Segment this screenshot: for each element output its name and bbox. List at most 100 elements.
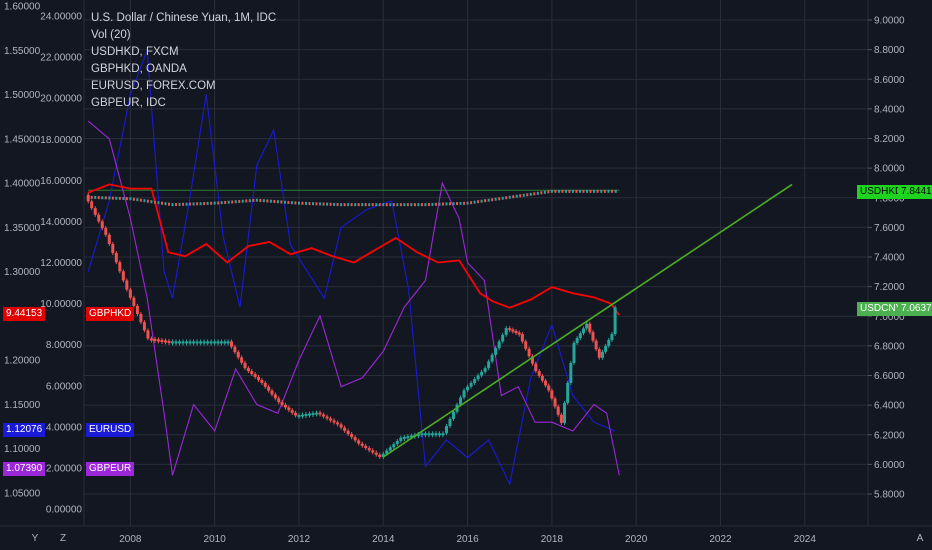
usdcny-candle bbox=[260, 379, 264, 383]
legend-gbpeur[interactable]: GBPEUR, IDC bbox=[91, 97, 166, 109]
usdhkd-candle bbox=[498, 197, 501, 201]
inner-tick-label: 2.00000 bbox=[46, 463, 83, 474]
usdhkd-candle bbox=[392, 203, 395, 207]
legend-volume[interactable]: Vol (20) bbox=[91, 29, 131, 41]
usdhkd-candle bbox=[182, 202, 185, 206]
right-tick-label: 6.2000 bbox=[874, 430, 905, 441]
auto-scale-button[interactable]: A bbox=[916, 533, 924, 544]
time-tick-label: 2016 bbox=[456, 534, 479, 545]
usdcny-candle bbox=[216, 341, 220, 344]
usdcny-candle bbox=[483, 368, 487, 372]
usdcny-candle bbox=[600, 351, 604, 358]
time-axis[interactable]: 2008 2010 2012 2014 2016 2018 2020 2022 2024 bbox=[119, 534, 816, 545]
usdcny-candle bbox=[346, 430, 350, 435]
usdhkd-candle bbox=[94, 195, 97, 199]
legend-eurusd[interactable]: EURUSD, FOREX.COM bbox=[91, 80, 216, 92]
usdcny-candle bbox=[233, 346, 237, 353]
usdhkd-candle bbox=[533, 192, 536, 196]
usdcny-candle bbox=[253, 374, 257, 377]
usdhkd-candle bbox=[280, 200, 283, 204]
left-outer-axis[interactable]: 1.60000 1.55000 1.50000 1.45000 1.40000 1.350… bbox=[4, 2, 41, 500]
usdcny-candle bbox=[537, 371, 541, 376]
axis-scale-button[interactable]: Y bbox=[31, 533, 39, 544]
usdhkd-candle bbox=[297, 201, 300, 205]
inner-tick-label: 6.00000 bbox=[46, 381, 83, 392]
usdhkd-candle bbox=[248, 199, 251, 203]
gbpeur-price-badge: 1.07390 bbox=[3, 462, 46, 476]
usdhkd-candle bbox=[104, 196, 107, 200]
usdcny-candle bbox=[270, 390, 274, 395]
usdhkd-candle bbox=[596, 189, 599, 193]
usdhkd-candle bbox=[600, 189, 603, 193]
usdcny-candle bbox=[490, 354, 494, 362]
usdcny-candle bbox=[569, 362, 573, 383]
usdcny-candle bbox=[257, 376, 261, 380]
usdhkd-candle bbox=[125, 197, 128, 201]
usdcny-candle bbox=[195, 341, 199, 344]
usdcny-candle bbox=[392, 444, 396, 448]
eurusd-name-badge: EURUSD bbox=[86, 423, 135, 437]
usdcny-candle bbox=[364, 445, 368, 449]
usdcny-candle bbox=[534, 363, 538, 372]
usdhkd-candle bbox=[378, 203, 381, 207]
gbphkd-line bbox=[87, 183, 621, 316]
usdhkd-candle bbox=[217, 201, 220, 205]
usdcny-candle bbox=[181, 341, 185, 344]
usdhkd-candle bbox=[178, 202, 181, 206]
usdcny-candle bbox=[563, 402, 567, 423]
usdcny-candle bbox=[107, 234, 111, 244]
usdhkd-candle bbox=[259, 198, 262, 202]
usdhkd-candle bbox=[255, 198, 258, 202]
usdcny-candle bbox=[240, 357, 244, 363]
usdhkd-candle bbox=[603, 189, 606, 193]
right-tick-label: 8.0000 bbox=[874, 164, 905, 175]
usdcny-candle bbox=[185, 341, 189, 344]
inner-tick-label: 24.00000 bbox=[40, 12, 82, 23]
usdhkd-candle bbox=[322, 202, 325, 206]
outer-tick-label: 1.45000 bbox=[4, 134, 41, 145]
right-tick-label: 7.0000 bbox=[874, 312, 905, 323]
usdhkd-candle bbox=[375, 203, 378, 207]
usdhkd-candle bbox=[220, 201, 223, 205]
legend-main-symbol[interactable]: U.S. Dollar / Chinese Yuan, 1M, IDC bbox=[91, 12, 277, 24]
outer-tick-label: 1.35000 bbox=[4, 223, 41, 234]
eurusd-price-badge: 1.12076 bbox=[3, 423, 46, 437]
usdhkd-candle bbox=[287, 200, 290, 204]
usdcny-price-badge: 7.0637 bbox=[898, 302, 932, 316]
left-inner-axis[interactable]: 24.00000 22.00000 20.00000 18.00000 16.00000… bbox=[40, 12, 82, 516]
usdhkd-candle bbox=[122, 196, 125, 200]
time-tick-label: 2022 bbox=[709, 534, 732, 545]
usdcny-candle bbox=[206, 341, 210, 344]
legend-usdhkd[interactable]: USDHKD, FXCM bbox=[91, 46, 179, 58]
usdcny-candle bbox=[308, 413, 312, 416]
legend-gbphkd[interactable]: GBPHKD, OANDA bbox=[91, 63, 187, 75]
usdhkd-candle bbox=[441, 202, 444, 206]
usdcny-candle bbox=[594, 340, 598, 350]
usdcny-candle bbox=[125, 280, 129, 290]
usdcny-candle bbox=[357, 440, 361, 444]
usdcny-candle bbox=[263, 382, 267, 387]
outer-tick-label: 1.20000 bbox=[4, 356, 41, 367]
usdcny-candle bbox=[371, 450, 375, 453]
inner-tick-label: 18.00000 bbox=[40, 135, 82, 146]
time-tick-label: 2008 bbox=[119, 534, 142, 545]
usdhkd-candle bbox=[241, 199, 244, 203]
usdhkd-candle bbox=[501, 196, 504, 200]
usdcny-candle bbox=[597, 349, 601, 358]
outer-tick-label: 1.40000 bbox=[4, 179, 41, 190]
usdhkd-candle bbox=[157, 201, 160, 205]
usdcny-candle bbox=[517, 332, 521, 335]
usdcny-candle bbox=[202, 341, 206, 344]
usdhkd-candle bbox=[234, 200, 237, 204]
usdhkd-candle bbox=[224, 200, 227, 204]
usdhkd-candle bbox=[273, 199, 276, 203]
usdcny-candle bbox=[226, 341, 230, 344]
zoom-reset-button[interactable]: Z bbox=[59, 533, 67, 544]
usdhkd-candle bbox=[129, 197, 132, 201]
usdcny-candle bbox=[325, 416, 329, 419]
usdhkd-candle bbox=[399, 203, 402, 207]
usdhkd-candle bbox=[364, 203, 367, 207]
usdcny-candle bbox=[566, 382, 570, 403]
usdhkd-candle bbox=[470, 201, 473, 205]
